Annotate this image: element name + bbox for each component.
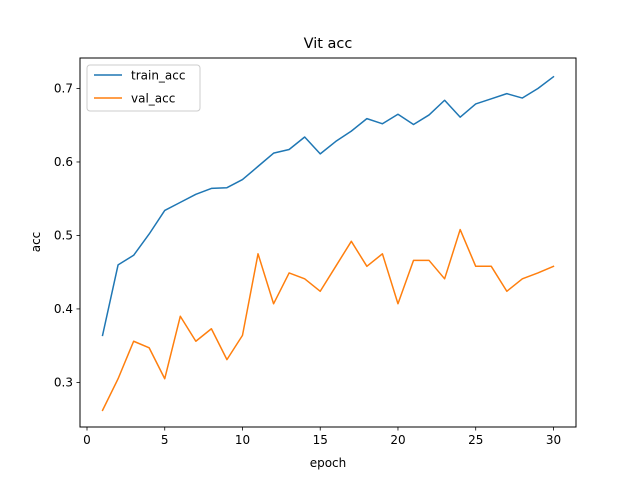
data-point-val-acc-27 (506, 290, 508, 292)
data-point-val-acc-8 (211, 328, 213, 330)
x-axis-ticks: 0 5 10 15 20 25 30 (83, 427, 561, 447)
chart-title: Vit acc (304, 36, 353, 52)
data-point-train-acc-23 (444, 99, 446, 101)
data-point-train-acc-27 (506, 93, 508, 95)
data-point-train-acc-26 (490, 98, 492, 100)
data-point-train-acc-6 (179, 202, 181, 204)
data-point-train-acc-17 (351, 130, 353, 132)
data-point-val-acc-1 (102, 410, 104, 412)
data-point-val-acc-24 (459, 229, 461, 231)
data-point-val-acc-13 (288, 272, 290, 274)
data-point-val-acc-26 (490, 266, 492, 268)
data-point-val-acc-9 (226, 359, 228, 361)
data-point-train-acc-28 (522, 97, 524, 99)
data-point-train-acc-11 (257, 166, 259, 168)
x-tick-label-15: 15 (313, 433, 328, 447)
x-axis-label: epoch (310, 456, 347, 470)
y-axis-label: acc (29, 232, 43, 253)
x-tick-label-20: 20 (390, 433, 405, 447)
data-point-train-acc-1 (102, 335, 104, 337)
data-point-val-acc-10 (242, 335, 244, 337)
data-point-val-acc-18 (366, 266, 368, 268)
data-point-val-acc-19 (382, 253, 384, 255)
y-tick-label-0-7: 0.7 (54, 82, 73, 96)
data-point-val-acc-6 (179, 315, 181, 317)
data-point-train-acc-7 (195, 194, 197, 196)
data-point-train-acc-30 (553, 76, 555, 78)
y-tick-label-0-5: 0.5 (54, 229, 73, 243)
data-point-train-acc-8 (211, 188, 213, 190)
data-point-train-acc-13 (288, 149, 290, 151)
data-point-val-acc-12 (273, 303, 275, 305)
data-point-train-acc-4 (148, 233, 150, 235)
data-point-train-acc-16 (335, 141, 337, 143)
data-point-val-acc-28 (522, 278, 524, 280)
data-point-train-acc-25 (475, 103, 477, 105)
data-point-train-acc-24 (459, 116, 461, 118)
data-point-val-acc-20 (397, 303, 399, 305)
legend-box (86, 64, 201, 112)
data-point-train-acc-9 (226, 187, 228, 189)
series-line-val-acc (101, 228, 555, 412)
y-axis-ticks: 0.3 0.4 0.5 0.6 0.7 (54, 82, 80, 390)
data-point-val-acc-23 (444, 278, 446, 280)
x-tick-label-25: 25 (468, 433, 483, 447)
data-point-train-acc-20 (397, 113, 399, 115)
x-tick-label-0: 0 (83, 433, 91, 447)
plot-frame (79, 57, 577, 428)
data-point-val-acc-21 (413, 260, 415, 262)
data-point-val-acc-29 (537, 272, 539, 274)
data-point-train-acc-10 (242, 179, 244, 181)
data-point-val-acc-2 (117, 378, 119, 380)
data-point-val-acc-16 (335, 266, 337, 268)
y-tick-label-0-6: 0.6 (54, 155, 73, 169)
data-point-train-acc-2 (117, 264, 119, 266)
data-point-train-acc-15 (319, 153, 321, 155)
data-point-val-acc-5 (164, 378, 166, 380)
legend: train_acc val_acc (86, 64, 201, 112)
x-tick-label-5: 5 (161, 433, 169, 447)
data-point-train-acc-29 (537, 88, 539, 90)
data-point-val-acc-17 (351, 241, 353, 243)
series-layer (101, 75, 555, 412)
data-point-train-acc-22 (428, 114, 430, 116)
x-tick-label-30: 30 (546, 433, 561, 447)
data-point-train-acc-19 (382, 123, 384, 125)
data-point-train-acc-5 (164, 210, 166, 212)
data-point-val-acc-7 (195, 340, 197, 342)
data-point-val-acc-15 (319, 290, 321, 292)
series-line-train-acc (101, 75, 555, 337)
data-point-val-acc-4 (148, 347, 150, 349)
data-point-train-acc-3 (133, 254, 135, 256)
data-point-train-acc-21 (413, 124, 415, 126)
legend-label-train-acc: train_acc (131, 69, 185, 83)
legend-label-val-acc: val_acc (131, 92, 175, 106)
y-tick-label-0-4: 0.4 (54, 302, 73, 316)
data-point-val-acc-11 (257, 253, 259, 255)
data-point-val-acc-30 (553, 266, 555, 268)
data-point-val-acc-22 (428, 260, 430, 262)
x-tick-label-10: 10 (235, 433, 250, 447)
data-point-train-acc-14 (304, 136, 306, 138)
data-point-val-acc-14 (304, 278, 306, 280)
data-point-val-acc-25 (475, 266, 477, 268)
data-point-train-acc-12 (273, 152, 275, 154)
y-tick-label-0-3: 0.3 (54, 376, 73, 390)
data-point-train-acc-18 (366, 118, 368, 120)
data-point-val-acc-3 (133, 340, 135, 342)
